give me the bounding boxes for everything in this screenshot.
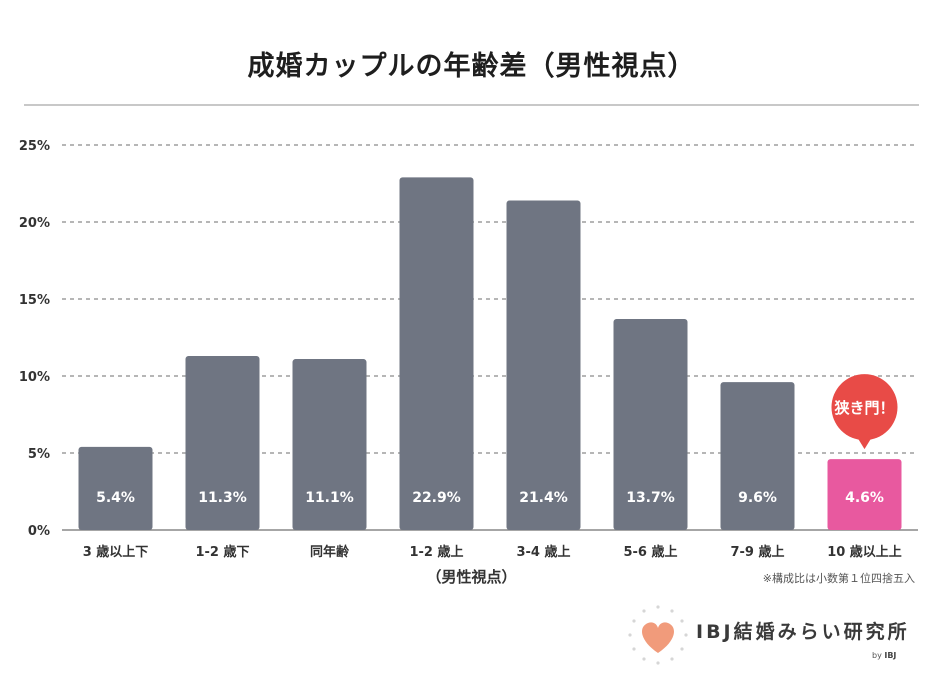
- data-label: 9.6%: [738, 490, 777, 506]
- callout-bubble: [831, 374, 898, 441]
- bar: [399, 177, 474, 530]
- x-tick-label: 3-4 歳上: [516, 544, 570, 560]
- annotation-label: 狭き門！: [833, 399, 894, 417]
- callout-pointer: [856, 436, 873, 450]
- data-label: 4.6%: [845, 490, 884, 506]
- bar: [292, 359, 367, 530]
- brand-by-name: IBJ: [884, 651, 897, 660]
- data-label: 5.4%: [96, 490, 135, 506]
- bar: [78, 446, 153, 530]
- y-tick-label: 10%: [19, 370, 50, 385]
- brand-logo: IBJ結婚みらい研究所 by IBJ: [624, 603, 924, 667]
- x-tick-label: 5-6 歳上: [623, 544, 677, 560]
- bar: [185, 355, 260, 530]
- y-tick-label: 25%: [19, 139, 50, 154]
- x-axis-title: （男性視点）: [426, 568, 517, 586]
- bar: [613, 319, 688, 530]
- data-label: 11.3%: [198, 490, 247, 506]
- footnote: ※構成比は小数第１位四捨五入: [762, 572, 915, 585]
- chart-title: 成婚カップルの年齢差（男性視点）: [247, 51, 696, 82]
- x-tick-label: 7-9 歳上: [730, 544, 784, 560]
- x-tick-label: 1-2 歳下: [195, 544, 249, 560]
- y-tick-label: 0%: [28, 524, 50, 539]
- brand-by-prefix: by: [872, 651, 882, 660]
- brand-byline: by IBJ: [872, 651, 896, 660]
- bar-chart: 0% 5% 10% 15% 20% 25% 5.4% 3 歳以上下 11.3% 1-2 歳下 11.…: [19, 139, 918, 560]
- x-tick-label: 3 歳以上下: [83, 544, 149, 560]
- data-label: 11.1%: [305, 490, 354, 506]
- title-divider: [24, 104, 919, 106]
- bar: [827, 459, 902, 530]
- bar: [506, 200, 581, 530]
- data-label: 13.7%: [626, 490, 675, 506]
- x-tick-label: 同年齢: [310, 544, 350, 560]
- x-tick-label: 1-2 歳上: [409, 544, 463, 560]
- data-label: 21.4%: [519, 490, 568, 506]
- brand-name: IBJ結婚みらい研究所: [696, 621, 910, 643]
- heart-icon: [628, 605, 688, 665]
- y-tick-label: 20%: [19, 216, 50, 231]
- y-tick-label: 15%: [19, 293, 50, 308]
- x-tick-label: 10 歳以上上: [827, 544, 902, 560]
- data-label: 22.9%: [412, 490, 461, 506]
- y-tick-label: 5%: [28, 447, 50, 462]
- bar: [720, 382, 795, 530]
